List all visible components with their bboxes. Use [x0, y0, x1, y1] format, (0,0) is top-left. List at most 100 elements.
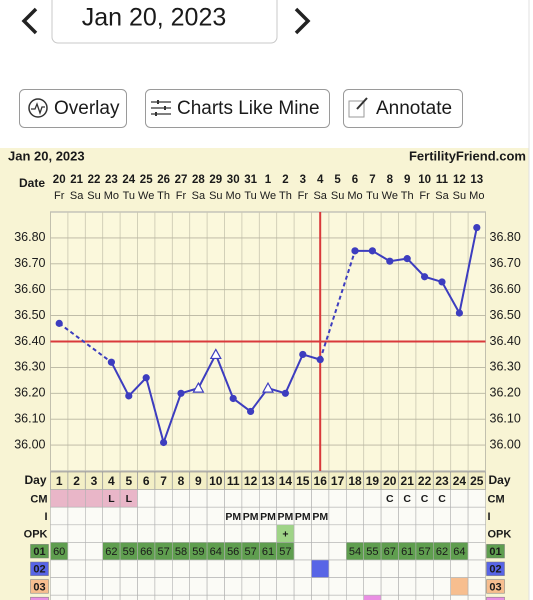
row-cell — [137, 489, 156, 508]
prev-arrow[interactable] — [21, 7, 38, 35]
row-cell — [102, 524, 121, 543]
row-cell — [206, 489, 225, 508]
date-box[interactable] — [51, 0, 278, 44]
row-cell — [85, 524, 104, 543]
row-label: 02 — [489, 564, 501, 576]
row-cell — [363, 506, 382, 526]
row-cell — [293, 524, 312, 543]
row-cell — [345, 524, 364, 543]
row-cell — [276, 577, 295, 596]
row-label: 04 — [489, 599, 502, 600]
row-cell — [328, 489, 347, 508]
annotate-button[interactable]: Annotate — [343, 89, 463, 128]
row-cell — [293, 594, 312, 600]
temp-marker — [316, 356, 324, 364]
y-tick-label: 36.80 — [14, 230, 45, 244]
row-cell — [328, 559, 347, 578]
row-cell — [432, 559, 451, 578]
y-tick-label-right: 36.40 — [490, 334, 521, 348]
weekday-label: Fr — [176, 190, 187, 202]
row-cell — [432, 594, 451, 600]
row-cell — [85, 559, 104, 578]
row-cell — [432, 577, 451, 596]
row-cell — [67, 577, 86, 596]
weekday-label: Mo — [347, 190, 362, 202]
row-cell — [293, 559, 312, 578]
row-cell — [276, 489, 295, 508]
day-number: 5 — [125, 474, 132, 488]
row-cell — [415, 524, 434, 543]
row-cell — [189, 489, 208, 508]
day-number: 1 — [56, 474, 63, 488]
charts-like-mine-button[interactable]: Charts Like Mine — [145, 89, 330, 128]
weekday-label: Mo — [469, 190, 484, 202]
row-cell — [85, 542, 104, 561]
weekday-label: Th — [401, 190, 414, 202]
row-cell — [450, 594, 469, 600]
row-cell — [189, 506, 208, 526]
row-cell — [67, 524, 86, 543]
date-label: 29 — [209, 174, 222, 186]
row-value: 62 — [105, 546, 117, 558]
y-tick-label-right: 36.80 — [490, 230, 521, 244]
row-cell — [50, 594, 69, 600]
row-label-box — [30, 596, 49, 600]
row-label: 03 — [489, 581, 501, 593]
y-tick-label: 36.60 — [14, 282, 45, 296]
row-cell — [50, 489, 69, 508]
date-label: 8 — [387, 174, 394, 186]
row-cell — [224, 577, 243, 596]
row-cell — [380, 524, 399, 543]
next-arrow[interactable] — [294, 7, 311, 35]
row-cell — [345, 489, 364, 508]
row-cell — [363, 559, 382, 578]
row-cell — [415, 559, 434, 578]
row-cell — [67, 506, 86, 526]
date-label: 21 — [70, 174, 83, 186]
date-label: 28 — [192, 174, 205, 186]
row-cell — [189, 594, 208, 600]
row-cell — [363, 577, 382, 596]
row-cell — [102, 577, 121, 596]
row-cell — [450, 524, 469, 543]
row-label: CM — [30, 493, 47, 505]
day-number: 12 — [244, 474, 258, 488]
row-cell — [415, 594, 434, 600]
day-number: 25 — [470, 474, 484, 488]
site-name: FertilityFriend.com — [409, 148, 526, 163]
row-cell — [224, 594, 243, 600]
day-number: 7 — [160, 474, 167, 488]
overlay-button[interactable]: Overlay — [19, 89, 127, 128]
row-cell — [224, 524, 243, 543]
date-label: 27 — [175, 174, 188, 186]
row-cell — [154, 524, 173, 543]
row-cell — [450, 506, 469, 526]
weekday-label: Th — [157, 190, 170, 202]
row-cell — [380, 559, 399, 578]
temp-marker — [192, 381, 205, 393]
gap-connector — [58, 322, 112, 364]
row-entry: L — [108, 493, 115, 505]
weekday-label: We — [260, 190, 276, 202]
day-number: 19 — [366, 474, 380, 488]
date-label: 30 — [227, 174, 240, 186]
row-cell — [398, 577, 417, 596]
row-cell — [85, 594, 104, 600]
day-number: 20 — [383, 474, 397, 488]
y-tick-label: 36.00 — [14, 437, 45, 451]
row-cell — [345, 594, 364, 600]
row-cell — [137, 577, 156, 596]
temp-marker — [160, 438, 168, 447]
row-cell — [380, 506, 399, 526]
day-number: 2 — [73, 474, 80, 488]
row-cell — [467, 559, 486, 578]
row-cell — [67, 489, 86, 508]
day-number: 6 — [143, 474, 150, 488]
day-number: 16 — [314, 474, 328, 488]
row-cell — [398, 524, 417, 543]
row-value: 66 — [140, 546, 152, 558]
row-cell — [258, 489, 277, 508]
row-cell — [328, 524, 347, 543]
row-cell — [172, 559, 191, 578]
